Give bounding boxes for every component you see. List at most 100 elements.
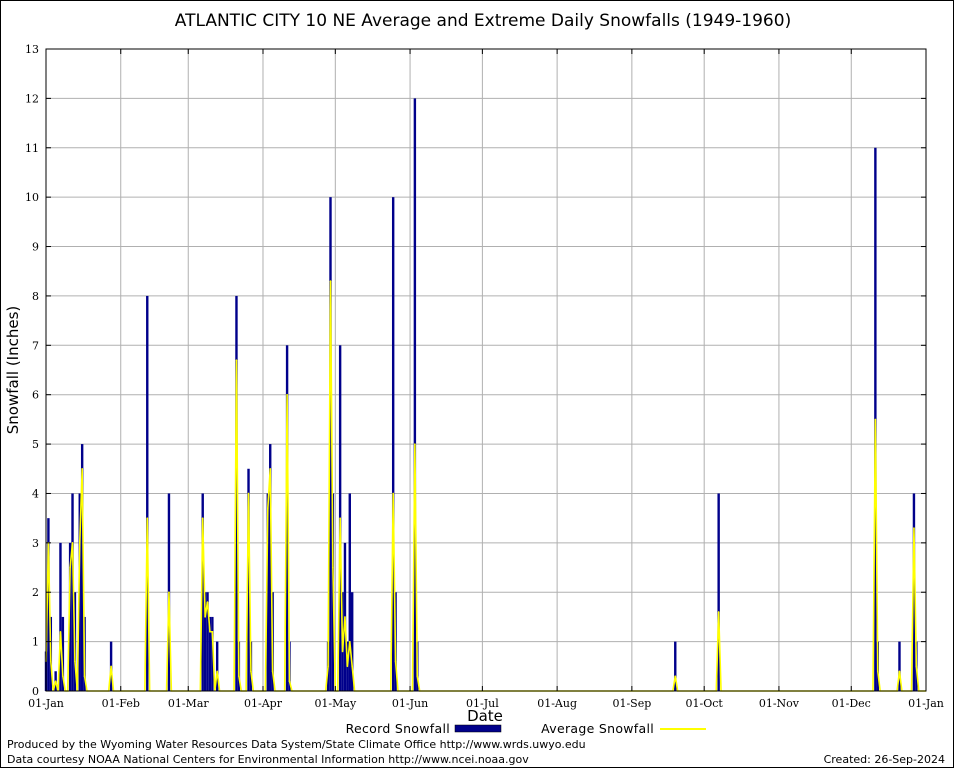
footer-data-courtesy: Data courtesy NOAA National Centers for …: [7, 753, 529, 766]
y-tick-label: 4: [32, 487, 39, 500]
x-tick-label: 01-Jun: [392, 697, 428, 710]
x-tick-label: 01-Nov: [759, 697, 800, 710]
average-point: [54, 680, 57, 682]
average-point: [50, 660, 52, 663]
average-point: [288, 680, 291, 682]
legend-record-swatch: [454, 724, 502, 733]
average-point: [235, 359, 238, 361]
record-bar: [78, 493, 81, 691]
average-point: [286, 393, 288, 396]
average-point: [269, 467, 272, 470]
average-point: [717, 611, 720, 613]
x-tick-label: 01-Aug: [537, 697, 577, 710]
average-point: [346, 665, 349, 668]
average-point: [915, 665, 918, 668]
average-point: [209, 630, 211, 633]
x-tick-label: 01-Feb: [102, 697, 140, 710]
average-point: [271, 670, 274, 673]
record-bar: [208, 616, 212, 691]
record-bar: [68, 542, 72, 691]
legend: Record Snowfall Average Snowfall: [346, 721, 706, 736]
average-point: [110, 665, 112, 668]
record-bar: [235, 295, 238, 691]
plot-area-border: [45, 48, 927, 692]
record-bar: [413, 98, 417, 691]
record-bar: [247, 468, 250, 691]
average-point: [394, 660, 397, 663]
average-point: [898, 670, 901, 673]
chart-title: ATLANTIC CITY 10 NE Average and Extreme …: [175, 11, 791, 31]
record-bar: [269, 444, 272, 691]
average-point: [339, 517, 341, 519]
average-point: [414, 443, 416, 445]
average-point: [146, 517, 149, 519]
average-point: [204, 616, 206, 618]
average-point: [211, 630, 214, 633]
footer-produced-by: Produced by the Wyoming Water Resources …: [7, 738, 586, 751]
x-tick-label: 01-Oct: [686, 697, 724, 710]
record-bar: [717, 493, 720, 691]
record-bar: [80, 444, 84, 691]
x-tick-label: 01-Jan: [28, 697, 64, 710]
average-point: [81, 467, 83, 470]
y-tick-label: 5: [32, 438, 39, 451]
y-tick-label: 2: [32, 586, 39, 599]
average-point: [206, 601, 209, 603]
average-point: [392, 492, 394, 495]
average-point: [267, 507, 269, 510]
record-bar: [674, 641, 677, 691]
x-tick-label: 01-Jan: [908, 697, 944, 710]
average-point: [416, 675, 419, 677]
y-tick-label: 1: [32, 636, 39, 649]
y-tick-label: 0: [32, 685, 39, 698]
average-series-line: [45, 281, 926, 692]
average-point: [74, 660, 76, 663]
average-point: [69, 566, 71, 569]
record-bar: [898, 641, 901, 691]
y-tick-label: 7: [32, 339, 39, 352]
record-bar: [203, 592, 207, 691]
y-tick-label: 8: [32, 290, 39, 303]
average-point: [332, 566, 334, 569]
y-tick-label: 11: [25, 142, 39, 155]
x-tick-label: 01-May: [314, 697, 357, 710]
average-point: [59, 630, 62, 633]
record-bar: [61, 616, 65, 691]
record-bar: [266, 493, 270, 691]
y-tick-label: 9: [32, 241, 39, 254]
legend-average-label: Average Snowfall: [541, 721, 654, 736]
record-bar: [146, 295, 149, 691]
record-bar: [391, 197, 395, 691]
average-point: [62, 675, 64, 677]
y-tick-label: 13: [25, 43, 39, 56]
grid-lines: [46, 49, 926, 691]
y-tick-label: 6: [32, 389, 39, 402]
average-point: [674, 675, 677, 677]
y-tick-label: 3: [32, 537, 39, 550]
y-axis-label: Snowfall (Inches): [4, 306, 22, 434]
average-point: [71, 542, 74, 544]
record-bar: [206, 592, 209, 691]
x-tick-label: 01-Apr: [244, 697, 283, 710]
average-point: [250, 670, 252, 673]
y-tick-label: 10: [25, 191, 39, 204]
x-tick-label: 01-Sep: [612, 697, 651, 710]
record-bar: [47, 518, 50, 691]
average-point: [329, 280, 332, 282]
average-point: [247, 492, 250, 495]
record-bar: [350, 592, 354, 691]
average-point: [238, 675, 240, 677]
record-bar: [215, 641, 219, 691]
record-bar: [211, 616, 214, 691]
record-bar: [71, 493, 74, 691]
average-point: [341, 650, 344, 653]
average-point: [913, 527, 915, 529]
average-point: [876, 670, 879, 673]
y-tick-label: 12: [25, 92, 39, 105]
average-point: [351, 665, 353, 668]
record-bar: [201, 493, 204, 691]
x-axis-ticks: 01-Jan 01-Feb 01-Mar 01-Apr 01-May 01-Jun 01-J…: [28, 49, 944, 710]
average-point: [83, 675, 86, 677]
x-tick-label: 01-Jul: [466, 697, 499, 710]
